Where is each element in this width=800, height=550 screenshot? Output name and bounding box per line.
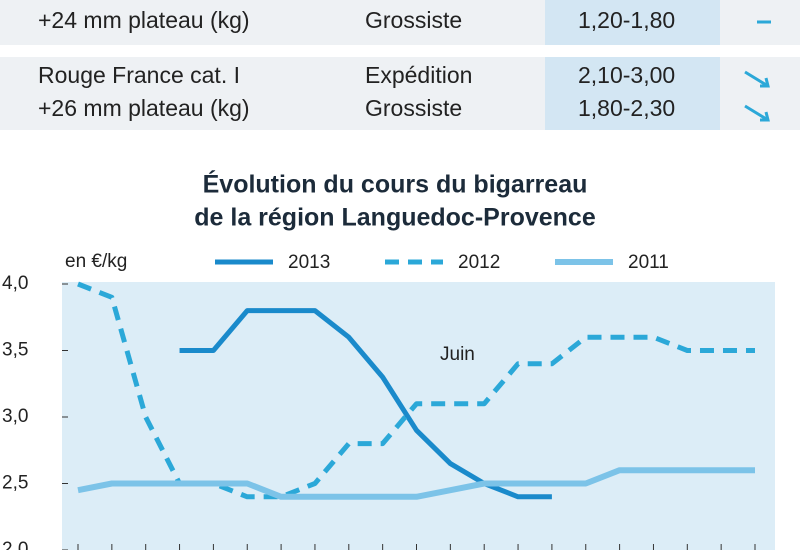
- annotation: Juin: [440, 344, 475, 365]
- y-axis-label: en €/kg: [65, 251, 127, 272]
- y-tick-label: 3,0: [2, 406, 28, 427]
- line-series: [77, 467, 755, 500]
- price-cell-bg: [545, 57, 720, 130]
- trend-down: [744, 70, 770, 122]
- chart-title: de la région Languedoc-Provence: [194, 204, 596, 232]
- chart-title: Évolution du cours du bigarreau: [203, 170, 588, 199]
- table-cell: +24 mm plateau (kg): [38, 7, 250, 33]
- y-tick-label: 2,5: [2, 473, 28, 494]
- line-series: [77, 281, 755, 500]
- legend-label: 2011: [628, 252, 669, 273]
- plot-area: [62, 282, 775, 550]
- table-cell: Rouge France cat. I: [38, 62, 240, 88]
- y-tick-label: 2,0: [2, 539, 28, 550]
- table-cell: Grossiste: [365, 7, 462, 33]
- y-tick-label: 3,5: [2, 340, 28, 361]
- table-cell: 1,20-1,80: [578, 7, 675, 33]
- table-cell: +26 mm plateau (kg): [38, 95, 250, 121]
- y-tick-label: 4,0: [2, 273, 28, 294]
- table-cell: Expédition: [365, 62, 472, 88]
- table-cell: Grossiste: [365, 95, 462, 121]
- legend-label: 2013: [288, 252, 330, 273]
- legend-label: 2012: [458, 252, 500, 273]
- price-cell-bg: [545, 0, 720, 45]
- table-cell: 2,10-3,00: [578, 62, 675, 88]
- table-cell: 1,80-2,30: [578, 95, 675, 121]
